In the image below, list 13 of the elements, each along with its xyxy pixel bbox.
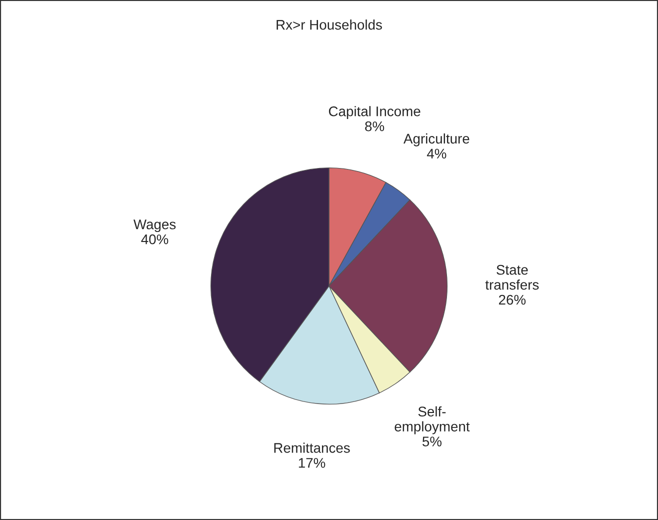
data-label: 5% [422, 436, 442, 446]
slice-label: Self- employment [394, 406, 470, 434]
data-label: 8% [365, 121, 384, 132]
data-label: 26% [498, 294, 526, 305]
slice-label: State transfers [485, 264, 539, 290]
data-label: 40% [141, 234, 168, 244]
data-label: 4% [426, 148, 446, 159]
data-label: 17% [298, 458, 326, 468]
chart-title: Rx>r Households [276, 20, 382, 30]
slice-label: Agriculture [404, 133, 470, 146]
slice-label: Wages [133, 220, 176, 232]
slice-label: Remittances [274, 442, 350, 453]
slice-label: Capital Income [328, 106, 420, 120]
